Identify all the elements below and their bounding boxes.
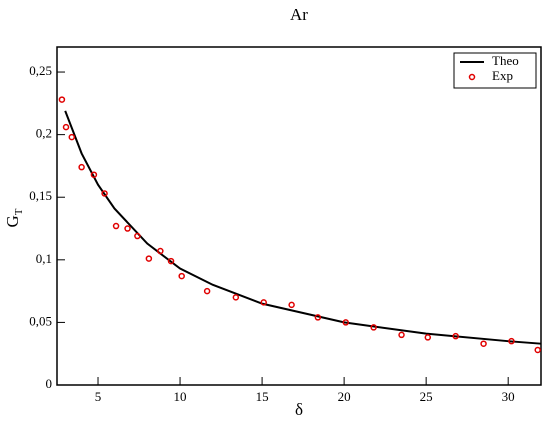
plot-frame [56, 46, 542, 386]
exp-point [232, 294, 240, 301]
exp-point [424, 334, 432, 341]
y-tick-label: 0,1 [36, 251, 52, 266]
y-axis-label-sub: T [13, 208, 25, 215]
exp-point [157, 247, 164, 255]
exp-point [260, 299, 267, 306]
y-tick-label: 0,2 [36, 126, 52, 141]
exp-point [124, 225, 131, 232]
exp-point [398, 331, 405, 339]
exp-point [134, 232, 141, 240]
legend-box [453, 52, 537, 89]
x-tick-label: 25 [420, 389, 433, 404]
legend-label: Exp [492, 68, 513, 83]
x-axis-label: δ [295, 400, 303, 419]
y-tick-label: 0,05 [29, 313, 52, 328]
y-tick-label: 0,15 [29, 188, 52, 203]
exp-point [480, 340, 487, 347]
exp-point [314, 314, 322, 321]
exp-point [203, 287, 211, 295]
y-tick-label: 0 [46, 376, 53, 391]
exp-point [288, 301, 295, 309]
exp-point [178, 272, 185, 280]
exp-point [370, 324, 377, 331]
y-axis-label: GT [3, 208, 25, 227]
legend-swatch [468, 73, 476, 81]
exp-point [78, 163, 85, 171]
x-tick-label: 5 [95, 389, 102, 404]
exp-point [167, 257, 175, 265]
exp-point [68, 133, 76, 141]
theo-line [64, 110, 542, 345]
y-tick-label: 0,25 [29, 63, 52, 78]
y-axis-label-main: G [3, 215, 22, 227]
x-tick-label: 20 [338, 389, 351, 404]
exp-point [145, 255, 153, 262]
exp-point [508, 337, 515, 345]
x-tick-label: 15 [256, 389, 269, 404]
legend-label: Theo [492, 53, 519, 68]
exp-point [101, 190, 108, 197]
exp-point [452, 332, 459, 340]
exp-point [62, 123, 70, 131]
exp-point [342, 319, 350, 326]
x-tick-label: 30 [502, 389, 515, 404]
exp-point [58, 96, 66, 103]
exp-point [112, 222, 120, 230]
x-tick-label: 10 [174, 389, 187, 404]
exp-point [90, 171, 98, 178]
exp-point [534, 346, 541, 354]
chart-title: Ar [290, 5, 308, 24]
